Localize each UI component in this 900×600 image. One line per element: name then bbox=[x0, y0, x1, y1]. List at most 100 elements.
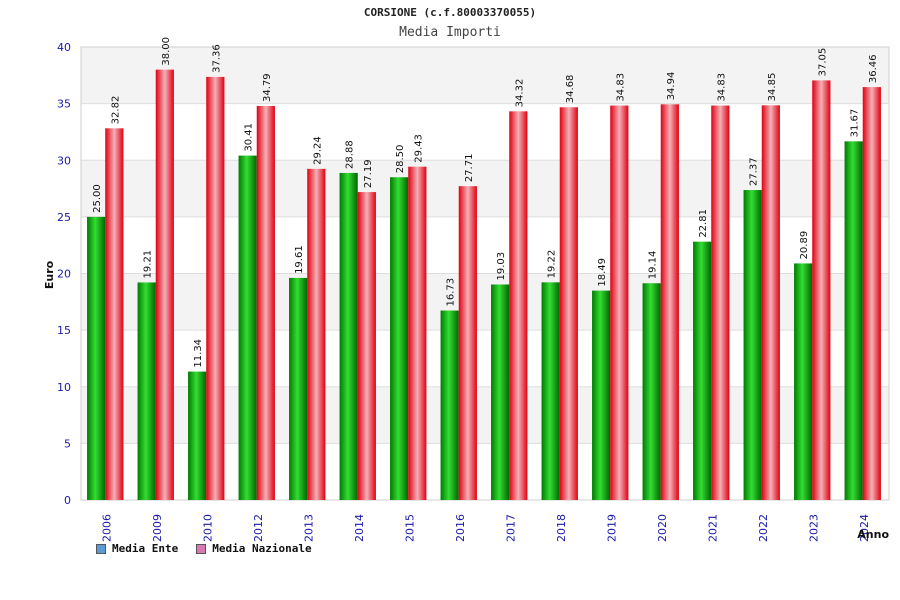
data-label: 19.21 bbox=[143, 250, 154, 279]
x-tick-label: 2016 bbox=[454, 514, 467, 542]
bar bbox=[105, 128, 124, 500]
bar bbox=[137, 282, 156, 500]
data-label: 37.05 bbox=[817, 48, 828, 77]
x-tick-label: 2021 bbox=[706, 514, 719, 542]
data-label: 34.85 bbox=[767, 73, 778, 102]
bar bbox=[812, 80, 831, 500]
bar bbox=[339, 172, 358, 500]
data-label: 19.22 bbox=[547, 250, 558, 279]
x-tick-label: 2013 bbox=[302, 514, 315, 542]
data-label: 34.94 bbox=[666, 72, 677, 101]
bar bbox=[592, 290, 611, 500]
data-label: 19.61 bbox=[294, 245, 305, 274]
x-tick-label: 2023 bbox=[807, 514, 820, 542]
data-label: 29.24 bbox=[312, 136, 323, 165]
data-label: 34.79 bbox=[262, 73, 273, 102]
bar bbox=[491, 284, 510, 500]
x-tick-label: 2024 bbox=[858, 514, 871, 542]
data-label: 36.46 bbox=[868, 54, 879, 83]
bar bbox=[440, 310, 459, 500]
x-tick-label: 2018 bbox=[555, 514, 568, 542]
bar bbox=[541, 282, 560, 500]
bar bbox=[408, 166, 427, 500]
legend-label-media-ente: Media Ente bbox=[112, 542, 179, 555]
x-tick-label: 2010 bbox=[201, 514, 214, 542]
data-label: 32.82 bbox=[110, 96, 121, 125]
data-label: 37.36 bbox=[211, 44, 222, 73]
y-axis-label: Euro bbox=[43, 260, 56, 289]
data-label: 22.81 bbox=[698, 209, 709, 238]
bar bbox=[761, 105, 780, 500]
data-label: 34.68 bbox=[565, 75, 576, 104]
x-tick-label: 2015 bbox=[403, 514, 416, 542]
bar bbox=[390, 177, 409, 501]
data-label: 29.43 bbox=[413, 134, 424, 163]
chart-subtitle: Media Importi bbox=[399, 25, 501, 40]
bar bbox=[509, 111, 528, 501]
data-label: 19.03 bbox=[496, 252, 507, 281]
bar bbox=[711, 105, 730, 501]
y-tick-label: 15 bbox=[57, 324, 71, 337]
chart-title: CORSIONE (c.f.80003370055) bbox=[363, 6, 537, 19]
x-tick-label: 2014 bbox=[353, 514, 366, 542]
legend-label-media-nazionale: Media Nazionale bbox=[212, 542, 312, 555]
bar bbox=[844, 141, 863, 500]
y-tick-label: 10 bbox=[57, 381, 71, 394]
y-tick-label: 30 bbox=[57, 154, 71, 167]
bar bbox=[206, 76, 225, 500]
bar bbox=[155, 69, 174, 501]
bar bbox=[87, 216, 106, 500]
x-tick-label: 2022 bbox=[757, 514, 770, 542]
bar bbox=[289, 277, 308, 500]
x-tick-label: 2019 bbox=[605, 514, 618, 542]
y-tick-label: 5 bbox=[64, 437, 71, 450]
legend-swatch-media-ente bbox=[96, 543, 106, 554]
bar bbox=[238, 155, 257, 500]
data-label: 11.34 bbox=[193, 339, 204, 368]
x-tick-label: 2020 bbox=[656, 514, 669, 542]
data-label: 27.37 bbox=[749, 157, 760, 186]
data-label: 28.50 bbox=[395, 145, 406, 174]
data-label: 30.41 bbox=[244, 123, 255, 152]
data-label: 27.19 bbox=[363, 159, 374, 188]
x-tick-label: 2012 bbox=[252, 514, 265, 542]
legend-item-media-nazionale: Media Nazionale bbox=[196, 542, 312, 555]
data-label: 18.49 bbox=[597, 258, 608, 287]
x-tick-label: 2006 bbox=[100, 514, 113, 542]
bar bbox=[458, 186, 477, 500]
data-label: 34.83 bbox=[716, 73, 727, 102]
bar bbox=[693, 241, 712, 500]
data-label: 27.71 bbox=[464, 154, 475, 183]
x-axis-label: Anno bbox=[857, 528, 889, 541]
bar bbox=[307, 168, 326, 500]
bar bbox=[794, 263, 813, 500]
legend-item-media-ente: Media Ente bbox=[96, 542, 178, 555]
y-tick-label: 0 bbox=[64, 494, 71, 507]
bar bbox=[357, 192, 376, 501]
bar bbox=[642, 283, 661, 500]
plot-frame bbox=[80, 46, 890, 501]
bar bbox=[743, 190, 762, 501]
legend: Media Ente Media Nazionale bbox=[96, 542, 312, 555]
data-label: 28.88 bbox=[345, 140, 356, 169]
y-tick-label: 20 bbox=[57, 268, 71, 281]
data-label: 34.83 bbox=[615, 73, 626, 102]
data-label: 19.14 bbox=[648, 251, 659, 280]
y-tick-label: 25 bbox=[57, 211, 71, 224]
x-tick-label: 2017 bbox=[504, 514, 517, 542]
data-label: 38.00 bbox=[161, 37, 172, 66]
data-label: 16.73 bbox=[446, 278, 457, 307]
bar bbox=[256, 106, 275, 501]
y-tick-label: 40 bbox=[57, 41, 71, 54]
x-tick-label: 2009 bbox=[151, 514, 164, 542]
bar bbox=[862, 87, 881, 500]
bar bbox=[610, 105, 629, 501]
bar bbox=[559, 107, 578, 501]
y-tick-label: 35 bbox=[57, 98, 71, 111]
bar bbox=[660, 104, 679, 500]
legend-swatch-media-nazionale bbox=[196, 543, 207, 554]
data-label: 34.32 bbox=[514, 79, 525, 108]
data-label: 31.67 bbox=[850, 109, 861, 138]
data-label: 25.00 bbox=[92, 184, 103, 213]
